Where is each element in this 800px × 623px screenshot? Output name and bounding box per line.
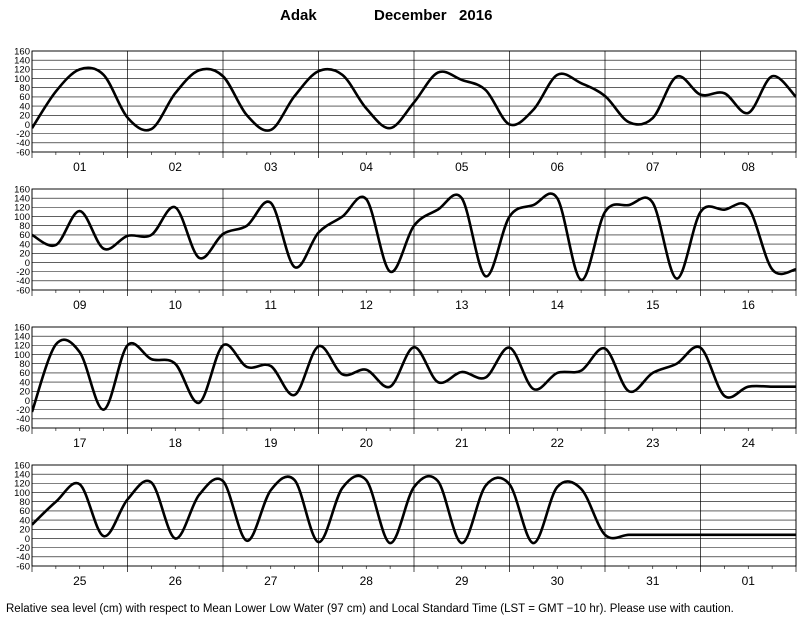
day-label: 05 [455,160,469,174]
day-label: 07 [646,160,660,174]
y-tick-label: -40 [16,414,30,425]
sea-level-series [32,192,796,282]
day-label: 10 [169,298,183,312]
day-label: 29 [455,574,469,588]
y-tick-label: 0 [25,258,30,269]
day-label: 14 [551,298,565,312]
y-tick-label: 40 [19,515,30,526]
day-label: 04 [360,160,374,174]
y-tick-label: 120 [14,479,30,490]
y-tick-label: -60 [16,285,30,296]
y-tick-label: 100 [14,488,30,499]
y-tick-label: 40 [19,101,30,112]
day-label: 09 [73,298,87,312]
y-tick-label: 80 [19,497,30,508]
y-tick-label: -20 [16,267,30,278]
y-tick-label: 80 [19,221,30,232]
y-tick-label: -20 [16,129,30,140]
day-label: 16 [742,298,756,312]
y-tick-label: -40 [16,552,30,563]
y-tick-label: -40 [16,138,30,149]
day-label: 18 [169,436,183,450]
day-label: 21 [455,436,469,450]
y-tick-label: -60 [16,147,30,158]
y-tick-label: 20 [19,525,30,536]
day-label: 24 [742,436,756,450]
month-year-title: December 2016 [374,7,492,24]
y-tick-label: 60 [19,230,30,241]
day-label: 19 [264,436,278,450]
y-tick-label: 60 [19,368,30,379]
y-tick-label: 120 [14,65,30,76]
y-tick-label: 160 [14,322,30,333]
y-tick-label: -60 [16,561,30,572]
y-tick-label: 140 [14,469,30,480]
y-tick-label: 80 [19,359,30,370]
day-label: 06 [551,160,565,174]
y-tick-label: 140 [14,55,30,66]
y-tick-label: 20 [19,387,30,398]
y-tick-label: 0 [25,120,30,131]
day-label: 31 [646,574,660,588]
day-label: 01 [742,574,756,588]
day-label: 28 [360,574,374,588]
panel-frame [31,188,797,291]
panel-frame [31,464,797,567]
sea-level-series [32,474,796,545]
y-tick-label: 40 [19,377,30,388]
y-tick-label: 0 [25,396,30,407]
day-label: 08 [742,160,756,174]
day-label: 02 [169,160,183,174]
day-label: 12 [360,298,374,312]
day-label: 17 [73,436,87,450]
sea-level-series [32,66,796,132]
y-tick-label: 60 [19,506,30,517]
y-tick-label: 60 [19,92,30,103]
y-tick-label: 140 [14,331,30,342]
panel-frame [31,326,797,429]
day-label: 22 [551,436,565,450]
day-label: 11 [265,298,278,312]
y-tick-label: 160 [14,46,30,57]
y-tick-label: 40 [19,239,30,250]
panel-frame [31,50,797,153]
day-label: 01 [73,160,87,174]
y-tick-label: 120 [14,203,30,214]
station-title: Adak [280,7,317,24]
y-tick-label: 0 [25,534,30,545]
y-tick-label: 100 [14,212,30,223]
day-label: 20 [360,436,374,450]
day-label: 13 [455,298,469,312]
day-label: 30 [551,574,565,588]
y-tick-label: 80 [19,83,30,94]
day-label: 03 [264,160,278,174]
sea-level-series [32,338,796,413]
y-tick-label: 20 [19,111,30,122]
y-tick-label: -60 [16,423,30,434]
y-tick-label: 140 [14,193,30,204]
footer-note: Relative sea level (cm) with respect to … [6,603,734,615]
y-tick-label: 100 [14,350,30,361]
day-label: 23 [646,436,660,450]
y-tick-label: 160 [14,184,30,195]
y-tick-label: 160 [14,460,30,471]
day-label: 27 [264,574,278,588]
y-tick-label: 20 [19,249,30,260]
day-label: 26 [169,574,183,588]
y-tick-label: -20 [16,543,30,554]
y-tick-label: -40 [16,276,30,287]
y-tick-label: 100 [14,74,30,85]
day-label: 15 [646,298,660,312]
y-tick-label: -20 [16,405,30,416]
y-tick-label: 120 [14,341,30,352]
day-label: 25 [73,574,87,588]
